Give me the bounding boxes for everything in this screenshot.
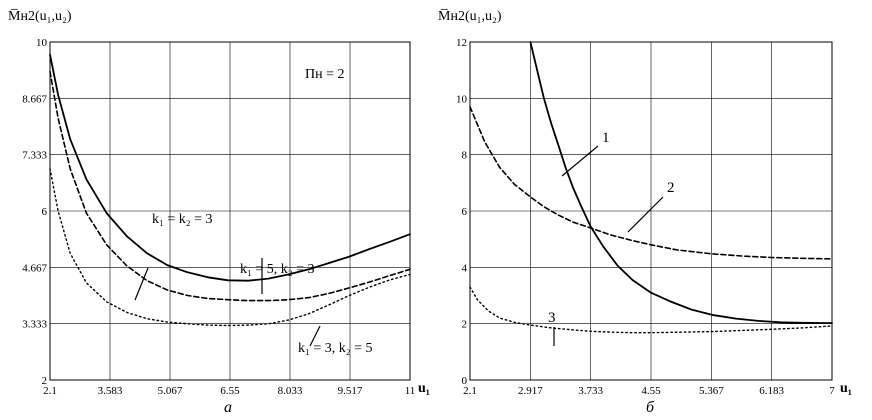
y-tick-label: 6 <box>42 206 48 218</box>
panel-label: а <box>224 399 232 416</box>
x-tick-label: 4.55 <box>641 385 661 397</box>
series-annotation: Пн = 2 <box>305 67 345 82</box>
x-tick-label: 5.067 <box>158 385 183 397</box>
plot-frame <box>49 41 411 381</box>
x-tick-label: 2.1 <box>43 385 57 397</box>
annotation-leader <box>309 325 321 347</box>
plot-frame <box>469 41 833 381</box>
x-axis-label: u₁ <box>840 381 852 396</box>
y-tick-label: 10 <box>36 37 48 49</box>
y-tick-label: 2 <box>462 319 468 331</box>
series-line-2 <box>49 70 411 302</box>
series-annotation: k₁ = k₂ = 3 <box>152 212 213 227</box>
y-tick-label: 2 <box>42 375 48 387</box>
series-line-3 <box>469 286 833 334</box>
x-tick-label: 3.583 <box>98 385 123 397</box>
x-tick-label: 11 <box>405 385 416 397</box>
y-tick-label: 6 <box>462 206 468 218</box>
x-tick-label: 2.917 <box>518 385 543 397</box>
series-line-2 <box>469 106 833 260</box>
chart-panel-2: 2.1 2.917 3.733 4.55 5.367 6.183 7024681012123… <box>438 9 852 416</box>
series-annotation: k₁ = 5, k₂ = 3 <box>240 262 315 277</box>
x-tick-label: 8.033 <box>278 385 303 397</box>
series-line-1 <box>529 41 833 325</box>
x-tick-label: 7 <box>829 385 835 397</box>
series-annotation: 2 <box>667 180 675 196</box>
panel-label: б <box>646 399 655 416</box>
x-axis-label: u₁ <box>418 381 430 396</box>
x-tick-label: 2.1 <box>463 385 477 397</box>
annotation-leader <box>561 145 599 177</box>
annotation-leader <box>134 267 149 301</box>
x-tick-label: 6.183 <box>759 385 784 397</box>
y-axis-label: M̅н2(u₁,u₂) <box>438 9 502 24</box>
y-tick-label: 4.667 <box>22 262 47 274</box>
series-annotation: 1 <box>602 130 610 146</box>
x-tick-label: 9.517 <box>338 385 363 397</box>
y-tick-label: 8 <box>462 150 468 162</box>
y-tick-label: 3.333 <box>22 319 47 331</box>
y-tick-label: 4 <box>462 262 468 274</box>
series-annotation: k₁ = 3, k₂ = 5 <box>298 341 373 356</box>
x-tick-label: 3.733 <box>578 385 603 397</box>
x-tick-label: 5.367 <box>699 385 724 397</box>
series-line-1 <box>49 53 411 282</box>
y-tick-label: 7.333 <box>22 150 47 162</box>
series-annotation: 3 <box>548 310 556 326</box>
y-tick-label: 8.667 <box>22 93 47 105</box>
annotation-leader <box>627 196 664 233</box>
series-line-3 <box>49 168 411 327</box>
x-tick-label: 6.55 <box>220 385 240 397</box>
y-tick-label: 12 <box>456 37 467 49</box>
chart-panel-1: 2.1 3.583 5.067 6.55 8.033 9.517 11 2 3.333 4.667… <box>8 9 430 416</box>
y-tick-label: 0 <box>462 375 468 387</box>
y-tick-label: 10 <box>456 93 468 105</box>
y-axis-label: M̅н2(u₁,u₂) <box>8 9 72 24</box>
